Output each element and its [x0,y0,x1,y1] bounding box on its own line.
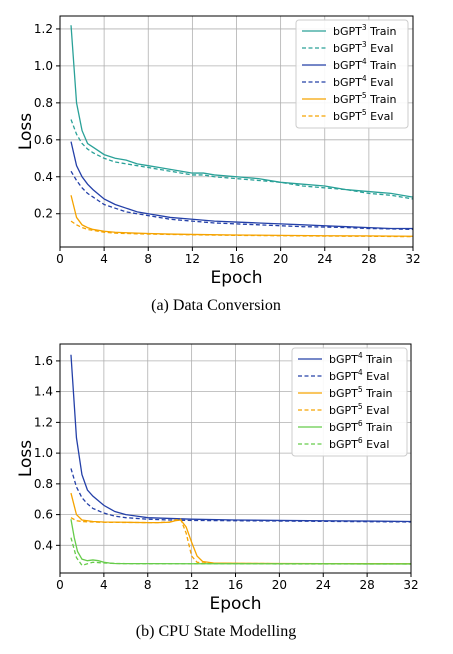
x-tick-label: 8 [144,252,152,266]
series-line-bgpt6-train [70,519,411,565]
series-line-bgpt3-train [70,25,413,198]
x-tick-label: 4 [100,252,108,266]
x-tick-label: 20 [273,252,288,266]
legend-label: bGPT4 Train [333,57,397,72]
x-tick-label: 20 [272,578,287,592]
series-line-bgpt5-train [70,195,413,237]
figure-caption: (a) Data Conversion [151,297,281,314]
x-tick-label: 16 [229,252,244,266]
legend-label: bGPT4 Train [329,351,393,366]
x-axis-label: Epoch [209,594,261,614]
x-tick-label: 24 [316,578,331,592]
legend-label: bGPT5 Train [329,385,393,400]
x-tick-label: 32 [403,578,418,592]
legend-label: bGPT5 Eval [329,402,389,417]
figure-caption: (b) CPU State Modelling [136,623,296,640]
y-tick-label: 1.0 [34,446,53,460]
legend-box [291,347,408,457]
y-axis-label: Loss [16,113,36,150]
chart-panel-0: 0 4 8 12 16 20 24 28 32 0.2 0.4 0.6 0.8 1.0 1.2 Epoch Lo… [16,15,421,314]
y-tick-label: 0.4 [34,170,53,184]
y-tick-label: 0.8 [34,96,53,110]
legend-label: bGPT3 Eval [333,40,393,55]
series-line-bgpt4-eval [70,170,413,231]
y-tick-label: 1.2 [34,415,53,429]
legend-label: bGPT6 Eval [329,436,389,451]
legend-box [295,19,409,129]
chart-panel-1: 0 4 8 12 16 20 24 28 32 0.4 0.6 0.8 1.0 1.2 1.4 1.6 Epoc… [16,343,419,640]
series-line-bgpt6-eval [70,537,411,567]
legend-label: bGPT4 Eval [329,368,389,383]
legend-label: bGPT4 Eval [333,74,393,89]
x-tick-label: 8 [144,578,152,592]
x-tick-label: 28 [361,252,376,266]
x-tick-label: 0 [56,578,64,592]
y-tick-label: 0.2 [34,207,53,221]
y-tick-label: 1.4 [34,385,53,399]
y-axis-label: Loss [16,440,36,477]
x-tick-label: 12 [184,578,199,592]
series-line-bgpt3-eval [70,119,413,200]
y-tick-label: 1.6 [34,354,53,368]
legend-label: bGPT5 Train [333,91,397,106]
y-tick-label: 0.8 [34,477,53,491]
series-line-bgpt4-eval [70,468,411,523]
y-tick-label: 1.0 [34,59,53,73]
x-tick-label: 32 [405,252,420,266]
y-tick-label: 1.2 [34,22,53,36]
y-tick-label: 0.6 [34,508,53,522]
x-tick-label: 4 [100,578,108,592]
x-tick-label: 24 [317,252,332,266]
legend-label: bGPT3 Train [333,23,397,38]
x-tick-label: 28 [359,578,374,592]
series-line-bgpt5-eval [70,517,411,565]
x-tick-label: 16 [228,578,243,592]
x-tick-label: 0 [56,252,64,266]
series-line-bgpt5-eval [70,220,413,238]
y-tick-label: 0.6 [34,133,53,147]
series-line-bgpt5-train [70,492,411,565]
x-axis-label: Epoch [210,268,262,288]
x-tick-label: 12 [185,252,200,266]
legend-label: bGPT5 Eval [333,108,393,123]
legend-label: bGPT6 Train [329,419,393,434]
y-tick-label: 0.4 [34,538,53,552]
series-line-bgpt4-train [70,141,413,230]
